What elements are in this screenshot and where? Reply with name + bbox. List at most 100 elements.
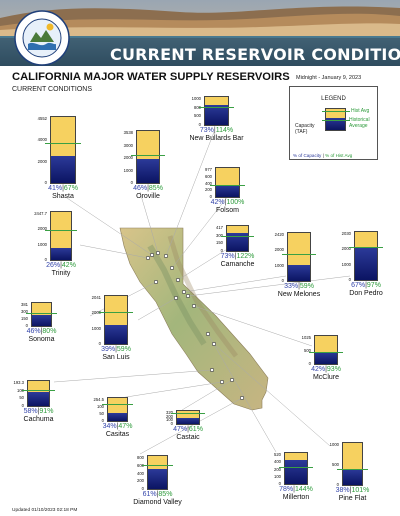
capacity-label: 193.3	[13, 380, 24, 385]
pct-separator: |	[349, 487, 352, 494]
axis-tick-label: 100	[166, 417, 173, 422]
storage-fill	[315, 352, 337, 364]
axis-tick-label: 1000	[341, 262, 351, 267]
axis-tick-label: 50	[19, 395, 24, 400]
pct-of-hist-avg: 97%	[366, 282, 381, 289]
axis-tick-label: 500	[332, 462, 339, 467]
historical-average-line	[171, 413, 205, 414]
reservoir-name: Don Pedro	[349, 290, 383, 297]
axis-tick-label: 1000	[91, 326, 101, 331]
pct-separator: |	[62, 185, 64, 192]
storage-fill	[51, 155, 75, 183]
pct-of-capacity: 39%	[101, 346, 116, 353]
historical-average-line	[199, 107, 234, 108]
reservoir-name: Folsom	[216, 207, 239, 214]
capacity-label: 977	[205, 167, 212, 172]
axis-tick-label: 4000	[37, 137, 47, 142]
percent-labels: 34%|47%	[88, 423, 148, 430]
axis-tick-label: 1000	[274, 263, 284, 268]
percent-labels: 73%|122%	[208, 253, 268, 260]
axis-tick-label: 300	[21, 309, 28, 314]
pct-of-capacity: 41%	[48, 185, 63, 192]
axis-tick-label: 500	[194, 113, 201, 118]
storage-fill	[28, 391, 49, 406]
axis-tick-label: 0	[25, 323, 28, 328]
percent-labels: 46%|80%	[12, 328, 72, 335]
pct-separator: |	[37, 408, 40, 415]
pct-of-hist-avg: 122%	[236, 253, 255, 260]
percent-labels: 42%|100%	[198, 199, 258, 206]
historical-average-line	[279, 467, 313, 468]
storage-fill	[355, 247, 377, 280]
axis-tick-label: 400	[274, 459, 281, 464]
historical-average-line	[349, 247, 383, 248]
axis-tick-label: 2000	[91, 310, 101, 315]
pct-of-capacity: 46%	[133, 185, 148, 192]
pct-of-hist-avg: 42%	[61, 262, 76, 269]
pct-of-hist-avg: 100%	[226, 199, 245, 206]
pct-separator: |	[116, 423, 119, 430]
pct-of-capacity: 61%	[142, 491, 157, 498]
pct-separator: |	[298, 283, 300, 290]
axis-tick-label: 0	[220, 248, 223, 253]
pct-of-hist-avg: 59%	[299, 283, 314, 290]
legend-pct-hist-label: % of Hist Avg	[325, 153, 353, 158]
axis-tick-label: 600	[137, 463, 144, 468]
pct-separator: |	[60, 262, 62, 269]
historical-average-line	[337, 469, 368, 470]
historical-average-line	[142, 465, 173, 466]
pct-of-hist-avg: 67%	[63, 185, 78, 192]
axis-tick-label: 150	[21, 316, 28, 321]
historical-average-line	[45, 230, 77, 231]
percent-labels: 58%|91%	[9, 408, 69, 415]
historical-average-line	[102, 404, 133, 405]
historical-average-line	[309, 352, 343, 353]
capacity-gauge	[104, 295, 128, 345]
axis-tick-label: 200	[137, 478, 144, 483]
capacity-label: 2030	[341, 231, 351, 236]
axis-tick-label: 0	[198, 122, 201, 127]
capacity-label: 1000	[191, 96, 201, 101]
reservoir-name: Diamond Valley	[133, 499, 182, 506]
axis-tick-label: 300	[216, 233, 223, 238]
reservoir-name: McClure	[312, 374, 340, 381]
axis-tick-label: 1000	[123, 168, 133, 173]
axis-tick-label: 150	[216, 240, 223, 245]
banner-title: CURRENT RESERVOIR CONDITIONS	[110, 45, 400, 64]
pct-separator: |	[147, 185, 149, 192]
storage-fill	[216, 184, 239, 197]
reservoir-markers	[146, 251, 245, 400]
historical-average-line	[26, 313, 57, 314]
pct-separator: |	[365, 282, 367, 289]
capacity-label: 3538	[123, 130, 133, 135]
storage-fill	[108, 413, 127, 421]
reservoir-name: New Bullards Bar	[189, 135, 244, 142]
capacity-gauge	[147, 455, 168, 490]
pct-of-capacity: 38%	[335, 487, 350, 494]
pct-of-hist-avg: 85%	[158, 491, 173, 498]
capacity-label: 1000	[329, 442, 339, 447]
capacity-gauge	[50, 211, 72, 261]
axis-tick-label: 0	[98, 341, 101, 346]
capacity-label: 2420	[274, 232, 284, 237]
axis-tick-label: 0	[209, 194, 212, 199]
pct-of-capacity: 46%	[26, 328, 41, 335]
reservoir-name: Sonoma	[28, 336, 55, 343]
axis-tick-label: 50	[99, 411, 104, 416]
axis-tick-label: 0	[278, 481, 281, 486]
pct-of-capacity: 67%	[351, 282, 366, 289]
reservoir-name: San Luis	[102, 354, 130, 361]
storage-fill	[343, 469, 362, 485]
pct-of-capacity: 26%	[46, 262, 61, 269]
axis-tick-label: 2000	[341, 246, 351, 251]
pct-of-hist-avg: 61%	[188, 426, 203, 433]
pct-of-capacity: 58%	[23, 408, 38, 415]
axis-tick-label: 2000	[37, 226, 47, 231]
pct-of-capacity: 47%	[173, 426, 188, 433]
axis-tick-label: 0	[21, 403, 24, 408]
percent-labels: 46%|85%	[118, 185, 178, 192]
capacity-gauge	[226, 225, 249, 252]
axis-tick-label: 500	[304, 348, 311, 353]
pct-of-capacity: 42%	[210, 199, 225, 206]
legend-hist-line-top	[322, 111, 350, 112]
